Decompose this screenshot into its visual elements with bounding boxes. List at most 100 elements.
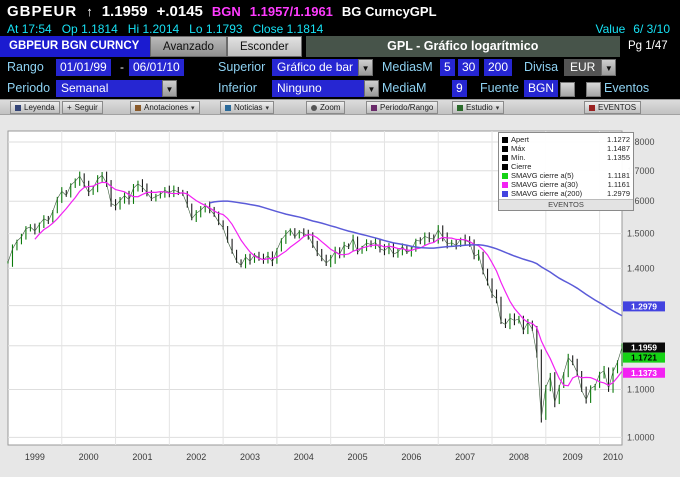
divisa-label: Divisa <box>524 60 559 74</box>
mediam-field[interactable]: 9 <box>452 80 467 97</box>
divisa-value: EUR <box>564 59 602 76</box>
magnifier-icon <box>311 104 317 111</box>
eventos-button[interactable]: EVENTOS <box>584 101 642 114</box>
y-axis-label: 1.8000 <box>627 137 655 147</box>
high-label: Hi <box>127 22 140 36</box>
y-axis-label: 1.6000 <box>627 196 655 206</box>
tab-avanzado[interactable]: Avanzado <box>150 36 227 57</box>
legend-label: SMAVG cierre a(30) <box>511 180 578 189</box>
noticias-button[interactable]: Noticias ▾ <box>220 101 274 114</box>
rango-to-field[interactable]: 06/01/10 <box>129 59 184 76</box>
mediasm-label: MediasM <box>382 60 433 74</box>
y-axis-label: 1.1000 <box>627 385 655 395</box>
zoom-button-label: Zoom <box>320 103 341 112</box>
legend-label: Mín. <box>511 153 526 162</box>
x-axis-label: 2006 <box>401 452 421 462</box>
axis-badge-value: 1.1373 <box>631 368 657 378</box>
legend-value: 1.1161 <box>607 180 630 189</box>
ma2-field[interactable]: 30 <box>458 59 480 76</box>
ma3-field[interactable]: 200 <box>484 59 513 76</box>
anotaciones-button[interactable]: Anotaciones ▾ <box>130 101 200 114</box>
legend-swatch <box>502 145 508 152</box>
mediam-label: MediaM <box>382 81 427 95</box>
chevron-down-icon[interactable]: ▼ <box>364 80 379 97</box>
chart-toolbar: Leyenda + Seguir Anotaciones ▾ Noticias … <box>0 100 680 115</box>
legend-swatch <box>502 163 508 170</box>
x-axis-label: 2009 <box>563 452 583 462</box>
legend-value: 1.1355 <box>607 153 630 162</box>
legend-row: SMAVG cierre a(5) 1.1181 <box>502 171 630 180</box>
chevron-down-icon: ▾ <box>265 104 269 112</box>
periodo-rango-button[interactable]: Periodo/Rango <box>366 101 439 114</box>
at-label: At <box>7 22 19 36</box>
fuente-field[interactable]: BGN <box>524 80 559 97</box>
divisa-dropdown[interactable]: EUR ▼ <box>564 59 617 76</box>
seguir-button-label: Seguir <box>74 103 98 112</box>
low-label: Lo <box>189 22 203 36</box>
legend-label: SMAVG cierre a(5) <box>511 171 574 180</box>
x-axis-label: 2008 <box>509 452 529 462</box>
legend-row: Cierre <box>502 162 630 171</box>
open-value: 1.1814 <box>81 22 118 36</box>
rango-dash: - <box>120 60 124 74</box>
screen-title: GPL - Gráfico logarítmico <box>305 36 620 57</box>
legend-swatch <box>502 154 508 161</box>
security-field[interactable]: GBPEUR BGN CURNCY <box>0 36 150 57</box>
periodo-value: Semanal <box>56 80 162 97</box>
quote-line: At 17:54 Op 1.1814 Hi 1.2014 Lo 1.1793 C… <box>0 22 680 36</box>
plus-icon: + <box>67 103 72 112</box>
rango-from-field[interactable]: 01/01/99 <box>56 59 111 76</box>
price-source: BGN <box>211 3 241 19</box>
legend-label: Cierre <box>511 162 532 171</box>
controls-row-2: Periodo Semanal ▼ Inferior Ninguno ▼ Med… <box>0 78 680 99</box>
bid-ask: 1.1957/1.1961 <box>249 3 333 19</box>
x-axis-label: 2000 <box>79 452 99 462</box>
superior-dropdown[interactable]: Gráfico de bar ▼ <box>272 59 374 76</box>
chevron-down-icon[interactable]: ▼ <box>162 80 177 97</box>
axis-badge <box>623 367 665 378</box>
y-axis-label: 1.5000 <box>627 229 655 239</box>
x-axis-label: 2007 <box>455 452 475 462</box>
leyenda-button[interactable]: Leyenda <box>10 101 60 114</box>
periodo-rango-button-label: Periodo/Rango <box>380 103 434 112</box>
axis-badge <box>623 352 665 363</box>
legend-row: Máx 1.1487 <box>502 144 630 153</box>
sma200-line <box>209 200 623 317</box>
noticias-button-label: Noticias <box>234 103 263 112</box>
ma1-field[interactable]: 5 <box>440 59 455 76</box>
axis-badge <box>623 342 665 353</box>
eventos-button-label: EVENTOS <box>598 103 637 112</box>
x-axis-label: 2010 <box>603 452 623 462</box>
seguir-button[interactable]: + Seguir <box>62 101 103 114</box>
legend-row: Mín. 1.1355 <box>502 153 630 162</box>
periodo-dropdown[interactable]: Semanal ▼ <box>56 80 177 97</box>
inferior-value: Ninguno <box>272 80 364 97</box>
chevron-down-icon[interactable]: ▼ <box>601 59 617 76</box>
axis-badge-value: 1.1959 <box>631 343 657 353</box>
news-icon <box>225 104 231 111</box>
tab-row: GBPEUR BGN CURNCY Avanzado Esconder GPL … <box>0 36 680 57</box>
y-axis-label: 1.0000 <box>627 432 655 442</box>
estudio-button[interactable]: Estudio ▾ <box>452 101 505 114</box>
axis-badge-value: 1.1721 <box>631 353 657 363</box>
superior-value: Gráfico de bar <box>272 59 359 76</box>
title-bar: GBPEUR ↑ 1.1959 +.0145 BGN 1.1957/1.1961… <box>0 0 680 22</box>
axis-badge-value: 1.2979 <box>631 301 657 311</box>
zoom-button[interactable]: Zoom <box>306 101 346 114</box>
rango-label: Rango <box>7 60 44 74</box>
last-price: 1.1959 <box>101 2 148 20</box>
sma30-line <box>34 181 623 387</box>
calendar-icon[interactable] <box>560 82 575 97</box>
y-axis-label: 1.7000 <box>627 166 655 176</box>
inferior-label: Inferior <box>218 81 257 95</box>
legend-swatch <box>502 181 508 188</box>
x-axis-label: 2001 <box>132 452 152 462</box>
tab-esconder[interactable]: Esconder <box>226 36 302 57</box>
legend-footer: EVENTOS <box>499 199 633 210</box>
chevron-down-icon[interactable]: ▼ <box>358 59 374 76</box>
inferior-dropdown[interactable]: Ninguno ▼ <box>272 80 379 97</box>
anotaciones-button-label: Anotaciones <box>144 103 189 112</box>
legend-icon <box>15 104 21 111</box>
eventos-icon[interactable] <box>586 82 601 97</box>
range-icon <box>371 104 377 111</box>
